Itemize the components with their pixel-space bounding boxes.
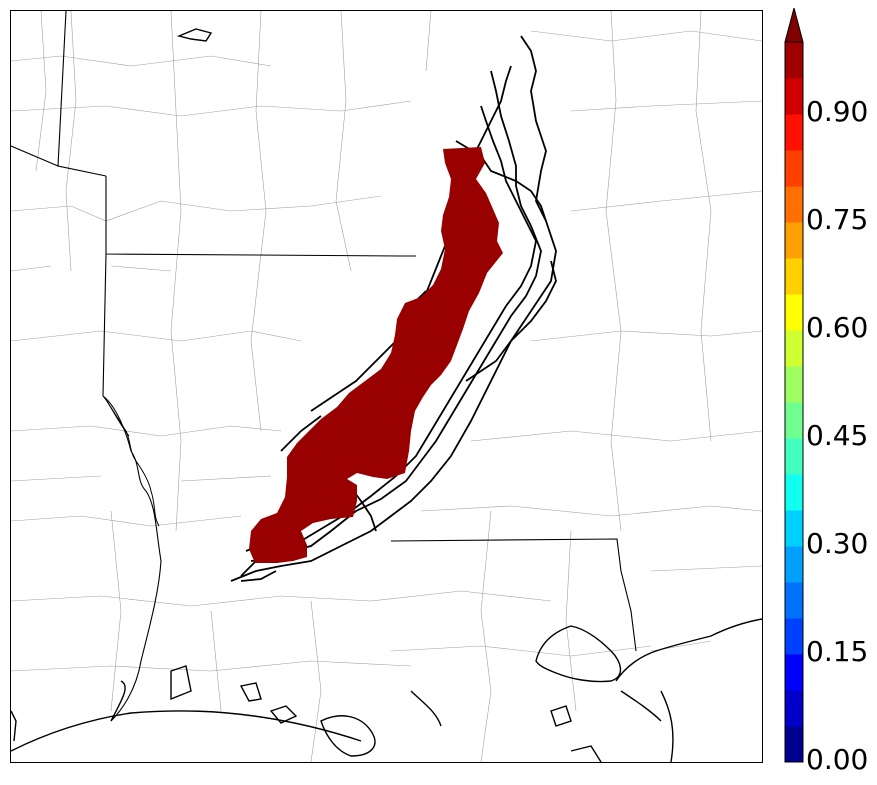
colorbar-tick-label-5: 0.75 — [806, 203, 869, 236]
colorbar-segment — [785, 294, 803, 331]
colorbar-segment — [785, 258, 803, 295]
colorbar-segment — [785, 78, 803, 115]
colorbar-segment — [785, 546, 803, 583]
colorbar-segment — [785, 42, 803, 79]
colorbar-segment — [785, 366, 803, 403]
colorbar-segment — [785, 222, 803, 259]
colorbar-segments — [785, 42, 803, 763]
colorbar-tick-label-1: 0.15 — [806, 635, 869, 668]
county-boundaries — [11, 11, 762, 762]
probability-swath — [249, 147, 503, 563]
colorbar-outline — [784, 41, 804, 763]
colorbar-segment — [785, 618, 803, 655]
colorbar-segment — [785, 330, 803, 367]
colorbar-tick-label-2: 0.30 — [806, 527, 869, 560]
colorbar-tick-label-0: 0.00 — [806, 743, 869, 776]
colorbar-tick-label-3: 0.45 — [806, 419, 869, 452]
colorbar-segment — [785, 726, 803, 763]
colorbar-segment — [785, 438, 803, 475]
colorbar-extend-arrow — [784, 8, 804, 43]
colorbar-tick-label-4: 0.60 — [806, 311, 869, 344]
river — [102, 395, 160, 527]
colorbar-segment — [785, 150, 803, 187]
colorbar-tick-label-6: 0.90 — [806, 95, 869, 128]
state-boundaries — [11, 11, 637, 722]
colorbar-segment — [785, 510, 803, 547]
colorbar-segment — [785, 186, 803, 223]
colorbar — [784, 8, 804, 763]
colorbar-segment — [785, 114, 803, 151]
coastline — [11, 28, 762, 762]
colorbar-segment — [785, 582, 803, 619]
map-canvas — [11, 11, 762, 762]
colorbar-segment — [785, 402, 803, 439]
colorbar-segment — [785, 654, 803, 691]
colorbar-segment — [785, 474, 803, 511]
colorbar-segment — [785, 690, 803, 727]
ensemble-contours — [230, 35, 557, 582]
map-panel — [10, 10, 763, 763]
